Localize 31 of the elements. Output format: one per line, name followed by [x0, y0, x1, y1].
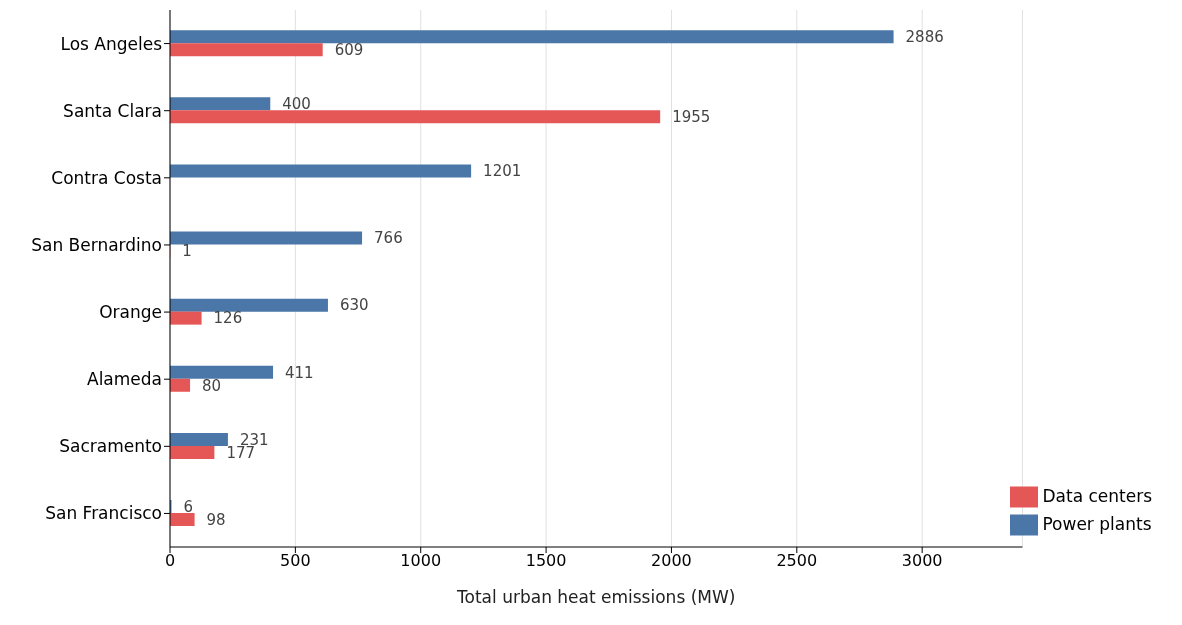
x-tick-label: 2500: [776, 551, 818, 571]
x-tick-label: 2000: [651, 551, 692, 571]
data-label: 6: [183, 497, 194, 516]
y-tick-label: Sacramento: [59, 436, 162, 457]
legend-label: Data centers: [1042, 485, 1152, 506]
y-tick-label: Orange: [99, 302, 162, 323]
data-label: 411: [285, 363, 314, 382]
x-tick-label: 500: [280, 551, 311, 571]
x-tick-label: 1000: [400, 551, 442, 571]
legend-label: Power plants: [1042, 513, 1152, 534]
data-label: 80: [202, 376, 222, 395]
data-label: 98: [206, 510, 226, 529]
data-label: 1201: [483, 162, 522, 181]
x-tick-label: 0: [164, 551, 176, 571]
data-label: 630: [339, 296, 369, 315]
x-axis-title: Total urban heat emissions (MW): [456, 587, 736, 607]
data-label: 1: [182, 242, 192, 261]
y-tick-label: San Bernardino: [31, 234, 162, 255]
data-label: 609: [334, 40, 364, 59]
y-tick-label: Santa Clara: [63, 100, 162, 121]
y-tick-label: Los Angeles: [60, 33, 163, 54]
y-tick-label: Contra Costa: [51, 167, 162, 188]
y-tick-label: Alameda: [87, 369, 162, 390]
data-label: 766: [374, 229, 403, 248]
data-label: 1955: [672, 108, 711, 127]
data-label: 400: [282, 95, 311, 114]
data-label: 126: [213, 309, 243, 328]
y-tick-label: San Francisco: [45, 503, 162, 524]
x-tick-label: 1500: [525, 551, 567, 571]
x-tick-label: 3000: [901, 551, 943, 571]
data-label: 2886: [905, 27, 944, 46]
